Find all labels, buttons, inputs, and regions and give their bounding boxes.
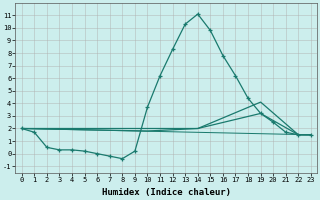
X-axis label: Humidex (Indice chaleur): Humidex (Indice chaleur) <box>102 188 231 197</box>
